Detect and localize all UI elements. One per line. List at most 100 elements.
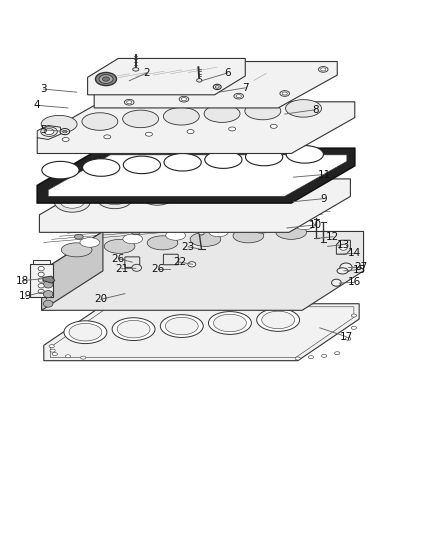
Ellipse shape (321, 354, 327, 358)
Polygon shape (50, 307, 354, 358)
Ellipse shape (41, 127, 57, 136)
Text: 5: 5 (40, 125, 47, 135)
Ellipse shape (294, 220, 314, 230)
Text: 6: 6 (224, 68, 231, 78)
Ellipse shape (145, 132, 152, 136)
Ellipse shape (74, 235, 83, 239)
Ellipse shape (245, 148, 283, 166)
Text: 23: 23 (182, 242, 195, 252)
Text: 9: 9 (321, 193, 328, 204)
Text: 8: 8 (312, 104, 319, 115)
Ellipse shape (164, 154, 201, 171)
Ellipse shape (272, 177, 297, 191)
FancyBboxPatch shape (125, 257, 140, 268)
Ellipse shape (102, 77, 110, 81)
Ellipse shape (279, 173, 291, 180)
Ellipse shape (62, 138, 69, 141)
Ellipse shape (43, 300, 53, 307)
Text: 19: 19 (19, 291, 32, 301)
Ellipse shape (205, 151, 242, 168)
Ellipse shape (43, 290, 53, 297)
Ellipse shape (44, 128, 54, 135)
Ellipse shape (124, 99, 134, 105)
Text: 21: 21 (115, 264, 128, 273)
Ellipse shape (213, 84, 221, 90)
Ellipse shape (234, 93, 244, 99)
Ellipse shape (102, 191, 127, 205)
Ellipse shape (230, 181, 254, 194)
Ellipse shape (295, 357, 300, 360)
Ellipse shape (194, 180, 206, 187)
FancyBboxPatch shape (163, 254, 178, 265)
Ellipse shape (42, 161, 79, 179)
Ellipse shape (38, 284, 44, 288)
Ellipse shape (112, 318, 155, 341)
Ellipse shape (63, 130, 67, 133)
Ellipse shape (270, 124, 277, 128)
Polygon shape (37, 102, 355, 154)
Ellipse shape (179, 96, 189, 102)
Ellipse shape (257, 309, 300, 332)
Ellipse shape (81, 356, 86, 359)
Ellipse shape (61, 243, 92, 257)
Ellipse shape (50, 349, 55, 352)
Ellipse shape (139, 184, 175, 205)
Ellipse shape (123, 234, 142, 244)
Text: 16: 16 (348, 277, 361, 287)
Ellipse shape (236, 177, 248, 184)
Ellipse shape (224, 177, 260, 198)
Ellipse shape (38, 278, 44, 282)
Ellipse shape (123, 110, 159, 128)
Ellipse shape (209, 227, 229, 237)
Ellipse shape (147, 236, 178, 250)
Ellipse shape (332, 279, 341, 286)
Ellipse shape (337, 268, 348, 274)
Ellipse shape (204, 105, 240, 123)
Ellipse shape (261, 311, 294, 329)
Ellipse shape (187, 130, 194, 134)
Ellipse shape (188, 184, 212, 198)
Text: 14: 14 (348, 248, 361, 259)
Ellipse shape (132, 264, 141, 271)
Polygon shape (33, 260, 50, 264)
Text: 20: 20 (94, 294, 107, 304)
Ellipse shape (197, 78, 202, 82)
Ellipse shape (308, 356, 314, 359)
Ellipse shape (38, 266, 44, 271)
Polygon shape (88, 59, 245, 95)
Ellipse shape (64, 321, 107, 344)
Ellipse shape (286, 146, 323, 163)
Ellipse shape (83, 159, 120, 176)
Ellipse shape (163, 108, 199, 125)
Polygon shape (44, 304, 359, 361)
Ellipse shape (190, 232, 221, 246)
Ellipse shape (60, 195, 84, 208)
Polygon shape (30, 264, 53, 297)
Ellipse shape (282, 92, 287, 95)
Polygon shape (37, 125, 60, 140)
Ellipse shape (229, 127, 236, 131)
Ellipse shape (346, 337, 351, 340)
Ellipse shape (340, 263, 352, 272)
Ellipse shape (104, 135, 111, 139)
Polygon shape (39, 179, 350, 232)
Ellipse shape (251, 223, 271, 233)
Ellipse shape (82, 113, 118, 130)
Ellipse shape (188, 225, 197, 230)
Text: 22: 22 (173, 257, 186, 267)
Text: 27: 27 (355, 262, 368, 272)
Text: 12: 12 (326, 232, 339, 242)
Ellipse shape (60, 128, 70, 135)
Text: 3: 3 (40, 84, 47, 94)
Ellipse shape (124, 156, 160, 174)
Ellipse shape (280, 91, 290, 96)
Ellipse shape (245, 221, 254, 226)
Ellipse shape (188, 262, 196, 267)
Text: 10: 10 (309, 220, 322, 230)
Ellipse shape (267, 174, 303, 195)
Ellipse shape (127, 101, 132, 104)
Polygon shape (42, 231, 364, 310)
Ellipse shape (66, 191, 78, 198)
Ellipse shape (245, 102, 281, 120)
Ellipse shape (95, 72, 117, 86)
